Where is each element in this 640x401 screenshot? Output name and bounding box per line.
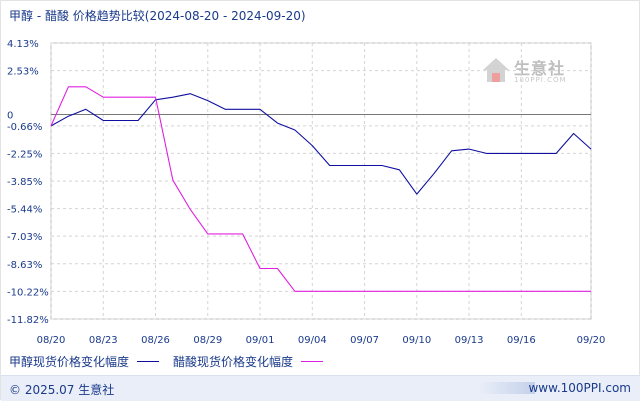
watermark-name: 生意社 [514, 59, 566, 78]
watermark-house-icon [483, 58, 509, 82]
x-axis-ticks: 08/20 08/23 08/26 08/29 09/01 09/04 09/07 09/10… [37, 335, 606, 346]
footer-decoration [479, 382, 535, 394]
legend-swatch [301, 361, 324, 362]
legend-swatch [137, 361, 160, 362]
y-tick-label: 0 [7, 110, 13, 121]
legend-label: 醋酸现货价格变化幅度 [173, 355, 294, 369]
y-tick-label: -10.22% [7, 287, 49, 298]
watermark-url: 100PPI.COM [514, 76, 567, 84]
x-tick-label: 09/16 [507, 335, 536, 346]
footer: © 2025.07 生意社 www.100PPI.com [1, 375, 640, 401]
y-tick-label: -5.44% [7, 205, 42, 216]
y-tick-label: -2.25% [7, 149, 42, 160]
chart-title: 甲醇 - 醋酸 价格趋势比较(2024-08-20 - 2024-09-20) [9, 9, 306, 23]
legend-item-acetic-acid: 醋酸现货价格变化幅度 [173, 353, 324, 370]
x-tick-label: 08/23 [89, 335, 118, 346]
y-tick-label: -8.63% [7, 260, 42, 271]
y-tick-label: -0.66% [7, 122, 42, 133]
y-tick-label: -11.82% [7, 315, 49, 326]
y-axis-ticks: 4.13% 2.53% 0-0.66% -2.25% -3.85% -5.44% -7.03… [7, 39, 49, 326]
y-tick-label: 2.53% [7, 67, 39, 78]
x-tick-label: 09/04 [298, 335, 327, 346]
x-tick-label: 08/26 [141, 335, 170, 346]
legend-label: 甲醇现货价格变化幅度 [9, 355, 130, 369]
grid [50, 42, 592, 320]
series-line-acetic-acid [50, 86, 591, 292]
y-tick-label: 4.13% [7, 39, 39, 50]
x-tick-label: 09/20 [577, 335, 606, 346]
x-tick-label: 09/13 [455, 335, 484, 346]
copyright: © 2025.07 生意社 [9, 383, 115, 397]
x-tick-label: 09/10 [402, 335, 431, 346]
x-tick-label: 08/20 [37, 335, 66, 346]
legend-item-methanol: 甲醇现货价格变化幅度 [9, 353, 160, 370]
series-lines [50, 86, 592, 292]
y-tick-label: -3.85% [7, 177, 42, 188]
site-link[interactable]: www.100PPI.com [528, 381, 631, 395]
legend: 甲醇现货价格变化幅度 醋酸现货价格变化幅度 [9, 353, 337, 370]
x-tick-label: 08/29 [193, 335, 222, 346]
line-chart: 4.13% 2.53% 0-0.66% -2.25% -3.85% -5.44% -7.03… [7, 39, 606, 346]
x-tick-label: 09/01 [246, 335, 275, 346]
series-line-methanol [50, 93, 592, 195]
watermark: 生意社 100PPI.COM [481, 55, 591, 95]
y-tick-label: -7.03% [7, 232, 42, 243]
x-tick-label: 09/07 [350, 335, 379, 346]
